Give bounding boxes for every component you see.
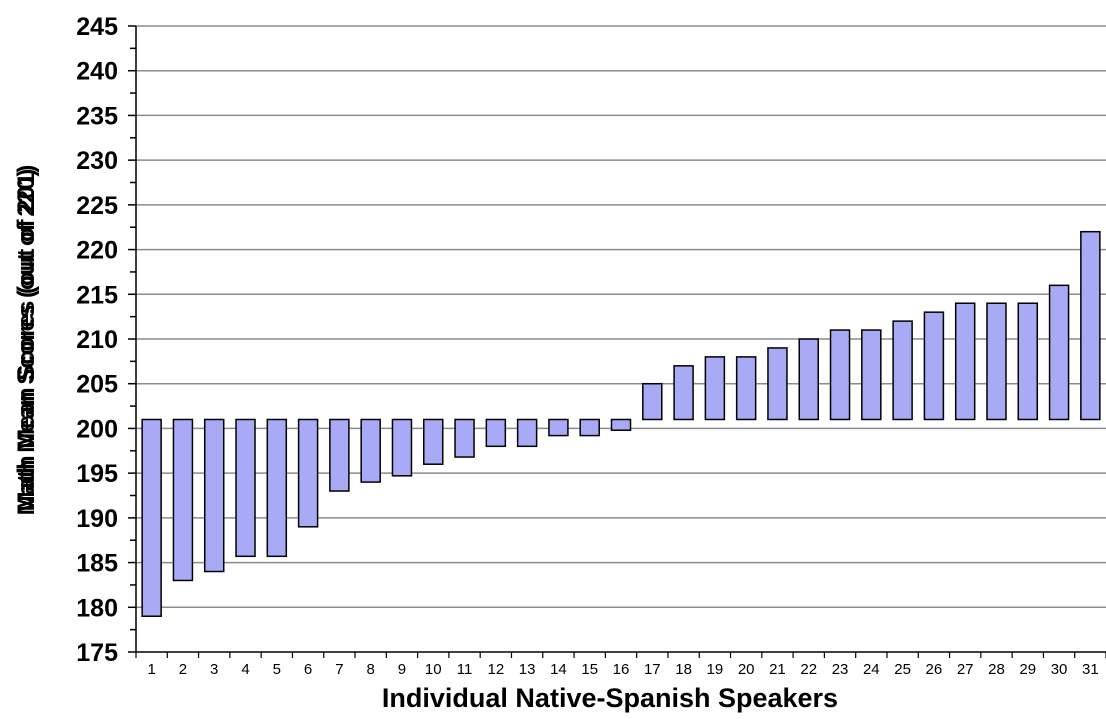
x-tick-label: 31 <box>1082 661 1099 678</box>
x-tick-label: 4 <box>241 661 249 678</box>
x-tick-label: 29 <box>1019 661 1036 678</box>
bar <box>203 418 225 573</box>
x-tick-label: 30 <box>1051 661 1068 678</box>
x-tick-label: 16 <box>613 661 630 678</box>
bar <box>861 329 882 421</box>
y-tick-label: 200 <box>76 415 118 443</box>
x-tick-label: 18 <box>675 661 692 678</box>
x-tick-label: 26 <box>926 661 943 678</box>
bar <box>1048 284 1070 421</box>
bar <box>673 365 694 421</box>
y-tick-label: 185 <box>76 550 118 578</box>
bar <box>391 418 413 477</box>
x-tick-label: 21 <box>769 661 786 678</box>
y-tick-label: 225 <box>76 192 118 220</box>
bar <box>923 311 945 421</box>
x-tick-label: 20 <box>738 661 755 678</box>
bar <box>579 418 600 437</box>
bar <box>141 418 162 617</box>
x-axis-title: Individual Native-Spanish Speakers <box>382 683 838 713</box>
bar <box>735 356 757 421</box>
bar <box>954 302 976 421</box>
x-tick-label: 9 <box>398 661 406 678</box>
axes <box>128 25 1106 658</box>
bar <box>548 418 569 437</box>
x-tick-label: 10 <box>425 661 442 678</box>
bar <box>516 418 538 448</box>
bar <box>610 418 632 431</box>
y-tick-label: 240 <box>76 58 118 86</box>
x-tick-label: 13 <box>519 661 536 678</box>
x-tick-label: 12 <box>487 661 504 678</box>
y-tick-label: 235 <box>76 102 118 130</box>
x-tick-labels: 1 2 3 4 5 6 7 8 9 10 11 12 13 14 15 16 17 18 19 20 21 22 23 24 2… <box>147 661 1098 678</box>
x-tick-label: 24 <box>863 661 880 678</box>
x-tick-label: 27 <box>957 661 974 678</box>
y-tick-label: 190 <box>76 505 118 533</box>
x-tick-label: 25 <box>894 661 911 678</box>
x-tick-label: 5 <box>273 661 281 678</box>
x-tick-label: 11 <box>457 661 473 678</box>
y-tick-label: 175 <box>76 639 118 667</box>
x-tick-label: 14 <box>550 661 567 678</box>
y-tick-label: 245 <box>76 13 118 41</box>
y-axis-title: Math Mean Scores (out of 201) <box>13 165 40 512</box>
bar <box>423 418 444 465</box>
bar <box>454 418 475 458</box>
x-tick-label: 2 <box>179 661 187 678</box>
bar <box>485 418 507 448</box>
bar <box>235 418 256 558</box>
bar <box>1017 302 1039 421</box>
bar <box>798 338 819 421</box>
bar <box>704 356 726 421</box>
bar <box>892 320 913 421</box>
x-tick-label: 22 <box>800 661 817 678</box>
bar <box>266 418 288 558</box>
x-tick-label: 23 <box>832 661 849 678</box>
y-tick-label: 205 <box>76 371 118 399</box>
x-tick-label: 6 <box>304 661 312 678</box>
y-tick-label: 195 <box>76 460 118 488</box>
y-tick-label: 210 <box>76 326 118 354</box>
x-tick-label: 7 <box>335 661 343 678</box>
y-tick-label: 230 <box>76 147 118 175</box>
y-tick-label: 180 <box>76 594 118 622</box>
y-tick-labels: 175 180 185 190 195 200 205 210 215 220 225 230 235 2… <box>76 13 118 667</box>
y-tick-label: 215 <box>76 281 118 309</box>
x-tick-label: 3 <box>210 661 218 678</box>
bar <box>986 302 1007 421</box>
bar <box>360 418 381 483</box>
x-tick-label: 17 <box>644 661 661 678</box>
bar <box>172 418 194 582</box>
x-tick-label: 8 <box>367 661 375 678</box>
bar <box>1080 230 1101 421</box>
x-tick-label: 1 <box>147 661 155 678</box>
y-tick-label: 220 <box>76 237 118 265</box>
x-tick-label: 19 <box>707 661 724 678</box>
y-axis-title-overlap: Math Mean Scores (out of 220) <box>13 169 40 516</box>
x-tick-label: 15 <box>581 661 598 678</box>
bar <box>297 418 319 528</box>
x-tick-label: 28 <box>988 661 1005 678</box>
bar <box>829 329 851 421</box>
bar <box>329 418 350 492</box>
bar <box>767 347 788 421</box>
bar <box>642 382 663 421</box>
bars-group <box>141 230 1101 617</box>
